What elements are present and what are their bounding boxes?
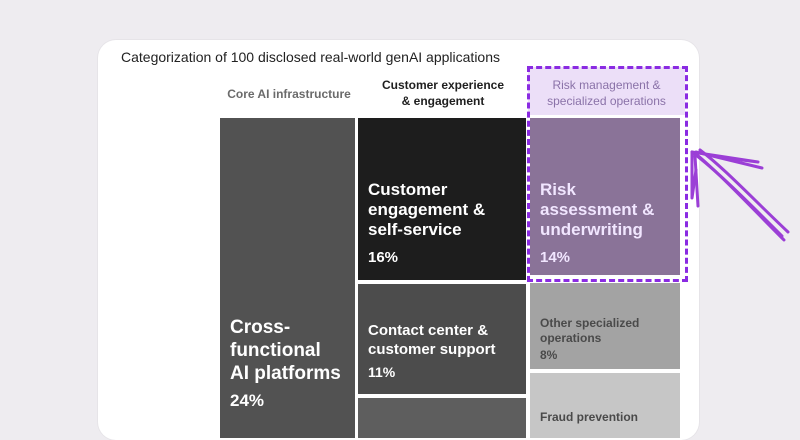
tile-fraud-prevention: Fraud prevention xyxy=(530,373,680,438)
tile-percent: 8% xyxy=(540,348,558,362)
column-header-customer-experience: Customer experience & engagement xyxy=(381,78,505,108)
tile-label: Other specialized operations xyxy=(540,316,640,345)
column-header-core-ai: Core AI infrastructure xyxy=(227,87,351,101)
highlight-header-background xyxy=(528,67,685,115)
tile-customer-experience-third xyxy=(358,398,526,438)
hand-drawn-arrow-icon xyxy=(690,148,790,242)
tile-percent: 11% xyxy=(368,364,396,380)
tile-label: Cross- functional AI platforms xyxy=(230,317,341,384)
tile-percent: 16% xyxy=(368,249,399,266)
tile-percent: 24% xyxy=(230,391,265,410)
tile-label: Customer engagement & self-service xyxy=(368,180,486,239)
tile-customer-engagement-self-service: Customer engagement & self-service 16% xyxy=(358,118,526,280)
tile-contact-center-customer-support: Contact center & customer support 11% xyxy=(358,284,526,394)
tile-risk-assessment-underwriting: Risk assessment & underwriting 14% xyxy=(530,118,680,275)
tile-cross-functional-ai-platforms: Cross- functional AI platforms 24% xyxy=(220,118,355,438)
column-header-risk-management: Risk management & specialized operations xyxy=(547,78,666,108)
tile-label: Contact center & customer support xyxy=(368,322,496,358)
tile-label: Fraud prevention xyxy=(540,410,639,424)
tile-percent: 14% xyxy=(540,249,571,266)
tile-other-specialized-operations: Other specialized operations 8% xyxy=(530,283,680,369)
tile-label: Risk assessment & underwriting xyxy=(540,180,655,239)
chart-title: Categorization of 100 disclosed real-wor… xyxy=(121,49,500,65)
